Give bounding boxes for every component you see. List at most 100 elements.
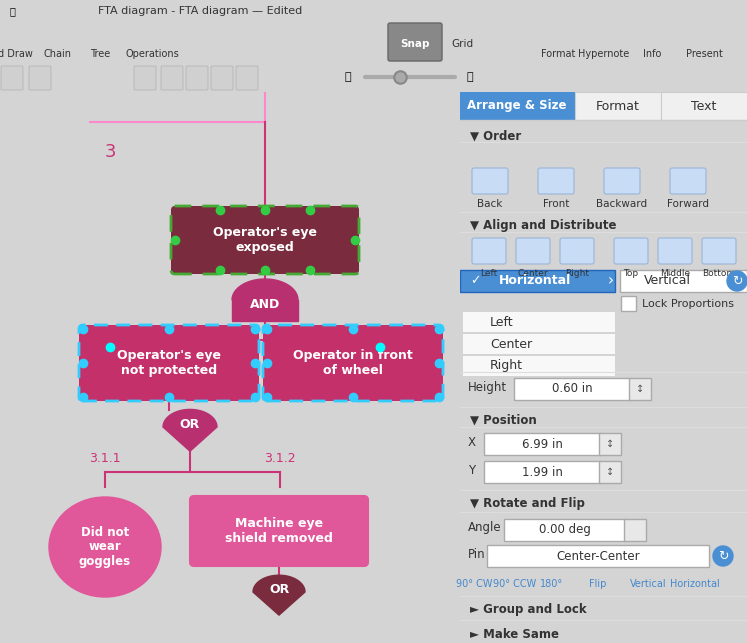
Text: OR: OR: [269, 583, 289, 597]
Text: Horizontal: Horizontal: [499, 275, 571, 287]
FancyBboxPatch shape: [472, 238, 506, 264]
Text: Present: Present: [686, 49, 722, 59]
Text: Operations: Operations: [125, 49, 179, 59]
Text: Center-Center: Center-Center: [557, 550, 640, 563]
Text: Left: Left: [490, 316, 514, 329]
Text: ↕: ↕: [606, 439, 614, 449]
FancyBboxPatch shape: [487, 545, 709, 567]
Text: Vertical: Vertical: [630, 579, 666, 589]
Text: ▼ Position: ▼ Position: [470, 413, 537, 426]
FancyBboxPatch shape: [624, 519, 646, 541]
Text: Chain: Chain: [43, 49, 71, 59]
Text: Top: Top: [624, 269, 639, 278]
Text: 6.99 in: 6.99 in: [521, 437, 562, 451]
Text: Arrange & Size: Arrange & Size: [468, 100, 567, 113]
FancyBboxPatch shape: [161, 66, 183, 90]
Text: Grid: Grid: [451, 39, 473, 49]
Text: OR: OR: [180, 419, 200, 431]
FancyBboxPatch shape: [516, 238, 550, 264]
FancyBboxPatch shape: [79, 325, 259, 401]
FancyBboxPatch shape: [621, 296, 636, 311]
FancyBboxPatch shape: [620, 270, 747, 292]
Text: Machine eye
shield removed: Machine eye shield removed: [225, 517, 333, 545]
Text: Forward: Forward: [667, 199, 709, 209]
FancyBboxPatch shape: [599, 461, 621, 483]
Text: 3.1.2: 3.1.2: [264, 453, 296, 466]
FancyBboxPatch shape: [463, 356, 615, 376]
Text: Operator's eye
exposed: Operator's eye exposed: [213, 226, 317, 254]
FancyBboxPatch shape: [604, 168, 640, 194]
FancyBboxPatch shape: [658, 238, 692, 264]
Text: 🔍: 🔍: [344, 72, 351, 82]
Text: ↕: ↕: [636, 384, 644, 394]
Text: Format: Format: [541, 49, 575, 59]
Text: Front: Front: [543, 199, 569, 209]
FancyBboxPatch shape: [134, 66, 156, 90]
Text: Operator in front
of wheel: Operator in front of wheel: [293, 349, 413, 377]
Text: ► Group and Lock: ► Group and Lock: [470, 604, 586, 617]
Polygon shape: [253, 575, 305, 615]
Text: Center: Center: [518, 269, 548, 278]
FancyBboxPatch shape: [661, 92, 747, 120]
Text: 🔍: 🔍: [467, 72, 474, 82]
Text: Horizontal: Horizontal: [670, 579, 720, 589]
FancyBboxPatch shape: [702, 238, 736, 264]
Text: ▼ Align and Distribute: ▼ Align and Distribute: [470, 219, 616, 231]
Text: AND: AND: [250, 298, 280, 311]
Text: FTA diagram - FTA diagram — Edited: FTA diagram - FTA diagram — Edited: [98, 6, 302, 16]
FancyBboxPatch shape: [388, 23, 442, 61]
Text: ›: ›: [608, 273, 614, 289]
Text: 0.00 deg: 0.00 deg: [539, 523, 591, 536]
FancyBboxPatch shape: [190, 496, 368, 566]
Text: d Draw: d Draw: [0, 49, 32, 59]
Text: Format: Format: [596, 100, 640, 113]
Text: Tree: Tree: [90, 49, 110, 59]
FancyBboxPatch shape: [463, 312, 615, 332]
FancyBboxPatch shape: [629, 378, 651, 400]
Text: ► Make Same: ► Make Same: [470, 628, 559, 640]
Text: Info: Info: [643, 49, 661, 59]
Ellipse shape: [49, 497, 161, 597]
FancyBboxPatch shape: [263, 325, 443, 401]
Text: Y: Y: [468, 464, 475, 476]
FancyBboxPatch shape: [171, 206, 359, 274]
Text: Height: Height: [468, 381, 507, 394]
FancyBboxPatch shape: [236, 66, 258, 90]
Text: 90° CCW: 90° CCW: [493, 579, 536, 589]
Text: ▼ Rotate and Flip: ▼ Rotate and Flip: [470, 498, 585, 511]
Text: ↻: ↻: [718, 550, 728, 563]
Polygon shape: [232, 279, 298, 300]
Text: Flip: Flip: [589, 579, 607, 589]
FancyBboxPatch shape: [472, 168, 508, 194]
FancyBboxPatch shape: [538, 168, 574, 194]
FancyBboxPatch shape: [575, 92, 661, 120]
FancyBboxPatch shape: [460, 270, 615, 292]
FancyBboxPatch shape: [504, 519, 626, 541]
Text: Angle: Angle: [468, 521, 502, 534]
Text: Middle: Middle: [660, 269, 690, 278]
Text: 90° CW: 90° CW: [456, 579, 492, 589]
Circle shape: [713, 546, 733, 566]
Polygon shape: [232, 300, 298, 321]
FancyBboxPatch shape: [463, 334, 615, 354]
FancyBboxPatch shape: [560, 238, 594, 264]
Text: Hypernote: Hypernote: [578, 49, 630, 59]
FancyBboxPatch shape: [211, 66, 233, 90]
Text: Back: Back: [477, 199, 503, 209]
Text: Operator's eye
not protected: Operator's eye not protected: [117, 349, 221, 377]
Circle shape: [727, 271, 747, 291]
Text: 📄: 📄: [9, 6, 15, 16]
Text: Left: Left: [480, 269, 498, 278]
Text: ▼ Order: ▼ Order: [470, 129, 521, 143]
FancyBboxPatch shape: [484, 461, 601, 483]
Text: 3: 3: [105, 143, 116, 161]
FancyBboxPatch shape: [599, 433, 621, 455]
Text: Text: Text: [691, 100, 716, 113]
FancyBboxPatch shape: [460, 92, 575, 120]
FancyBboxPatch shape: [29, 66, 51, 90]
Text: ↻: ↻: [732, 275, 743, 287]
FancyBboxPatch shape: [514, 378, 631, 400]
Text: Center: Center: [490, 338, 532, 350]
Text: Pin: Pin: [468, 547, 486, 561]
Text: 1.99 in: 1.99 in: [521, 466, 562, 478]
